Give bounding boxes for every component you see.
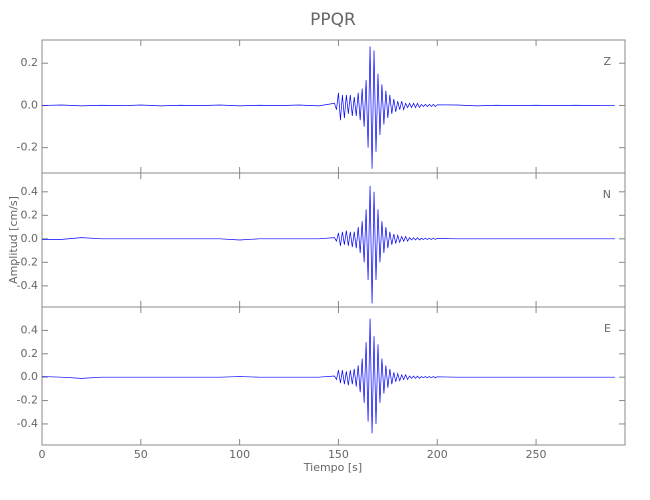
y-tick-label: 0.2 bbox=[21, 56, 39, 69]
trace bbox=[42, 185, 616, 304]
panel-frame bbox=[41, 39, 626, 174]
y-tick-label: 0.2 bbox=[21, 347, 39, 360]
x-tick-label: 50 bbox=[134, 448, 148, 461]
panel-frame bbox=[41, 306, 626, 446]
x-tick-label: 200 bbox=[427, 448, 448, 461]
x-axis-label: Tiempo [s] bbox=[303, 461, 362, 474]
y-tick-label: -0.2 bbox=[17, 141, 38, 154]
y-tick-label: 0.4 bbox=[21, 185, 39, 198]
y-tick-label: -0.2 bbox=[17, 394, 38, 407]
y-tick-label: 0.2 bbox=[21, 208, 39, 221]
x-tick-label: 150 bbox=[328, 448, 349, 461]
x-tick-label: 0 bbox=[39, 448, 46, 461]
y-tick-label: 0.0 bbox=[21, 370, 39, 383]
component-label: E bbox=[604, 322, 611, 335]
trace bbox=[41, 46, 616, 169]
y-axis-label: Amplitud [cm/s] bbox=[7, 196, 20, 284]
trace bbox=[41, 318, 616, 434]
y-tick-label: 0.0 bbox=[21, 232, 39, 245]
y-tick-label: -0.4 bbox=[17, 279, 38, 292]
x-tick-label: 250 bbox=[526, 448, 547, 461]
chart-title: PPQR bbox=[310, 10, 356, 30]
component-label: Z bbox=[603, 55, 611, 68]
x-tick-label: 100 bbox=[229, 448, 250, 461]
y-tick-label: -0.4 bbox=[17, 417, 38, 430]
panel-frame bbox=[41, 172, 626, 308]
y-tick-label: -0.2 bbox=[17, 255, 38, 268]
y-tick-label: 0.4 bbox=[21, 323, 39, 336]
component-label: N bbox=[603, 188, 611, 201]
y-tick-label: 0.0 bbox=[21, 98, 39, 111]
